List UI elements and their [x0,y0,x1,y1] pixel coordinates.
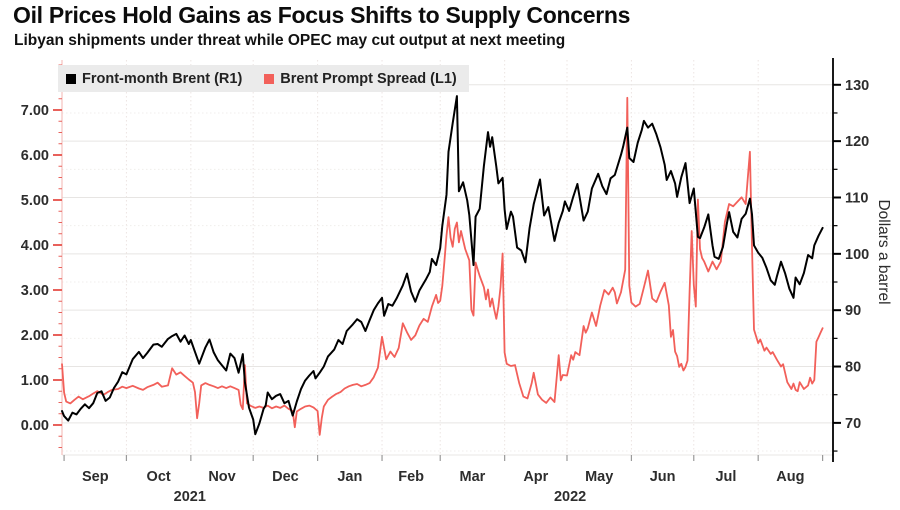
front-month-brent-line [61,95,824,436]
right-axis-tick-label: 120 [845,134,869,150]
month-label: Oct [147,469,171,485]
month-label: Jul [715,469,736,485]
right-axis-tick-label: 90 [845,303,861,319]
left-axis-tick-label: 0.00 [21,418,49,434]
year-label: 2021 [174,489,206,505]
month-label: Apr [523,469,548,485]
left-axis-spread: 0.00 1.00 2.00 3.00 4.00 5.00 6.00 7.00 [21,60,63,455]
brent-series-swatch-icon [66,73,76,84]
page-title: Oil Prices Hold Gains as Focus Shifts to… [13,2,631,28]
left-axis-tick-label: 5.00 [21,193,49,209]
right-axis-tick-label: 130 [845,78,869,94]
right-axis-dollars: 70 80 90 100 110 120 130 Dollars a barrel [832,58,892,462]
left-axis-tick-label: 7.00 [21,103,49,119]
month-label: Dec [272,469,299,485]
left-axis-tick-label: 4.00 [21,238,49,254]
left-axis-tick-label: 1.00 [21,373,49,389]
month-label: Mar [460,469,486,485]
spread-series-swatch-icon [264,73,275,84]
month-gridlines [125,60,759,455]
right-axis-tick-label: 70 [845,416,861,432]
month-label: Jun [650,469,676,485]
right-axis-tick-label: 100 [845,247,869,263]
chart-legend: Front-month Brent (R1) Brent Prompt Spre… [58,65,469,92]
prompt-spread-line [61,96,824,436]
month-label: Sep [82,469,109,485]
month-label: Feb [398,469,424,485]
left-axis-tick-label: 2.00 [21,328,49,344]
left-axis-tick-label: 6.00 [21,148,49,164]
right-axis-tick-label: 110 [845,190,868,206]
page-subtitle: Libyan shipments under threat while OPEC… [14,32,566,49]
left-axis-tick-label: 3.00 [21,283,49,299]
right-axis-title: Dollars a barrel [875,199,892,304]
right-axis-tick-label: 80 [845,360,861,376]
month-label: Nov [208,469,235,485]
x-axis: Sep Oct Nov Dec Jan Feb Mar Apr May Jun Jul Aug 2021… [62,454,833,505]
month-label: Aug [776,469,804,485]
month-label: Jan [337,469,362,485]
legend-label-front-month-brent: Front-month Brent (R1) [82,70,243,87]
legend-item-front-month-brent[interactable]: Front-month Brent (R1) [66,71,242,87]
legend-label-prompt-spread: Brent Prompt Spread (L1) [280,70,457,87]
month-label: May [585,469,613,485]
legend-item-prompt-spread[interactable]: Brent Prompt Spread (L1) [264,70,457,87]
year-label: 2022 [554,489,586,505]
